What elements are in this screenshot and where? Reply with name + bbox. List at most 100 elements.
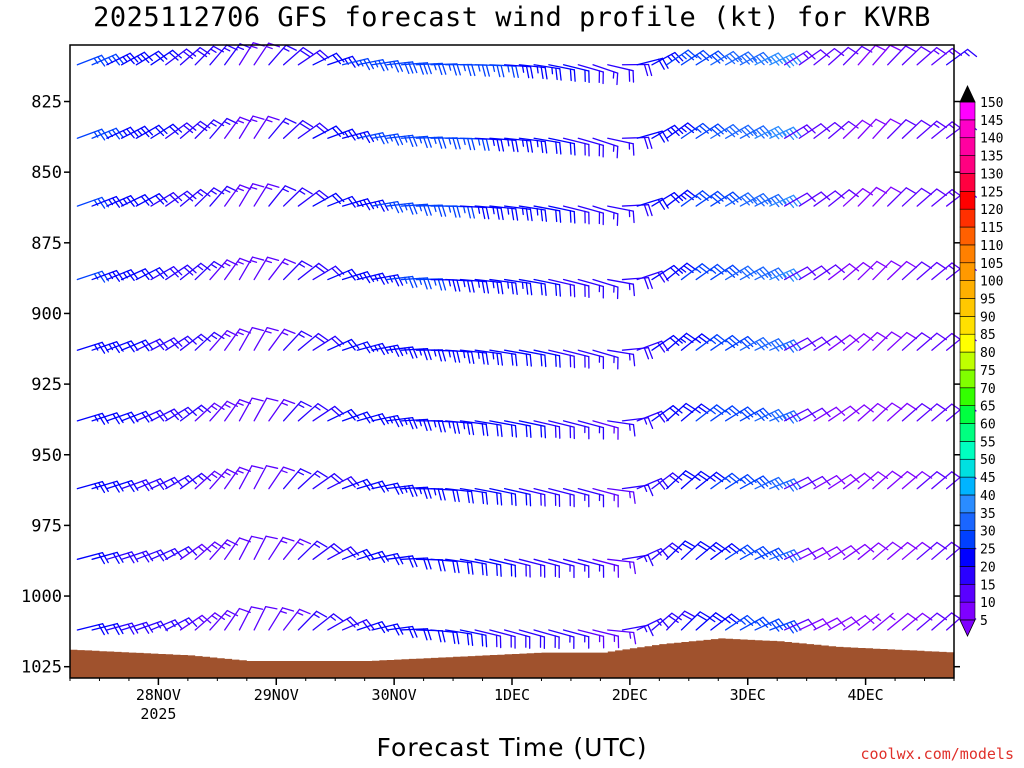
barb-feather — [806, 337, 816, 348]
barb-feather — [657, 271, 666, 283]
wind-barb — [474, 488, 503, 506]
barb-feather — [283, 328, 296, 335]
barb-feather — [500, 492, 503, 506]
barb-feather — [864, 615, 875, 624]
barb-half-feather — [122, 130, 128, 137]
barb-feather — [770, 270, 780, 281]
barb-feather — [154, 126, 165, 137]
wind-barb — [179, 333, 211, 351]
wind-barb — [209, 259, 238, 281]
barb-staff — [887, 402, 908, 422]
barb-staff — [798, 336, 823, 351]
wind-barb — [282, 538, 312, 560]
barb-feather — [511, 207, 515, 221]
barb-feather — [187, 335, 197, 345]
barb-staff — [887, 612, 909, 631]
barb-half-feather — [223, 120, 231, 125]
barb-feather — [685, 402, 697, 411]
barb-feather — [774, 195, 784, 206]
wind-barb — [430, 278, 461, 292]
wind-barb — [813, 546, 846, 560]
barb-feather — [834, 122, 845, 131]
barb-staff — [916, 403, 938, 422]
barb-half-feather — [329, 615, 336, 621]
wind-barb — [312, 405, 344, 422]
barb-feather — [920, 187, 932, 196]
wind-barb — [282, 46, 314, 66]
wind-barb — [724, 192, 757, 207]
barb-half-feather — [643, 484, 648, 493]
wind-barb — [739, 193, 772, 207]
barb-feather — [668, 615, 679, 623]
barb-feather — [266, 327, 279, 332]
credit-link[interactable]: coolwx.com/models — [860, 745, 1014, 763]
barb-feather — [792, 268, 802, 279]
barb-feather — [643, 136, 649, 150]
barb-staff — [798, 618, 824, 631]
wind-barb — [828, 473, 860, 490]
barb-feather — [849, 334, 860, 343]
barb-feather — [936, 261, 947, 270]
barb-staff — [857, 331, 878, 351]
barb-feather — [169, 268, 179, 278]
barb-feather — [381, 272, 389, 284]
barb-feather — [411, 625, 418, 638]
barb-staff — [224, 607, 241, 631]
wind-barb — [238, 42, 265, 66]
barb-feather — [777, 476, 787, 487]
barb-half-feather — [183, 408, 190, 415]
barb-feather — [905, 119, 917, 127]
barb-feather — [762, 266, 772, 276]
barb-feather — [671, 612, 682, 621]
barb-half-feather — [628, 561, 632, 569]
barb-staff — [916, 471, 938, 490]
barb-feather — [848, 120, 859, 129]
barb-half-feather — [492, 138, 495, 147]
barb-feather — [481, 280, 486, 294]
barb-feather — [777, 408, 787, 419]
barb-feather — [407, 555, 414, 568]
barb-feather — [283, 398, 296, 405]
barb-feather — [874, 44, 887, 52]
wind-barb — [636, 130, 669, 143]
barb-half-feather — [210, 334, 218, 340]
wind-barb — [872, 44, 902, 66]
wind-barb — [489, 137, 519, 153]
colorbar-swatch — [959, 566, 976, 585]
barb-staff — [783, 547, 809, 560]
wind-barb — [238, 256, 265, 281]
wind-barb — [474, 420, 503, 438]
barb-feather — [762, 475, 772, 485]
wind-barb — [695, 612, 726, 631]
barb-feather — [525, 208, 529, 221]
barb-feather — [182, 124, 194, 134]
barb-half-feather — [250, 45, 258, 49]
colorbar-label: 5 — [980, 614, 988, 629]
barb-staff — [872, 118, 892, 139]
barb-staff — [887, 45, 907, 66]
barb-feather — [569, 68, 572, 82]
wind-barb — [356, 59, 389, 72]
barb-feather — [496, 138, 501, 152]
barb-feather — [747, 335, 757, 346]
barb-feather — [301, 260, 313, 268]
wind-barb — [518, 278, 547, 296]
barb-feather — [252, 183, 265, 188]
wind-barb — [828, 616, 861, 631]
barb-feather — [126, 412, 135, 424]
barb-half-feather — [694, 408, 701, 414]
wind-barb — [592, 349, 619, 370]
barb-feather — [471, 206, 475, 219]
barb-staff — [253, 397, 268, 422]
barb-feather — [316, 540, 328, 548]
barb-feather — [529, 140, 534, 153]
barb-feather — [759, 338, 769, 349]
barb-feather — [347, 270, 356, 281]
barb-feather — [185, 48, 197, 57]
barb-feather — [712, 474, 724, 483]
barb-half-feather — [463, 350, 466, 359]
barb-half-feather — [313, 473, 321, 478]
barb-half-feather — [709, 617, 716, 623]
wind-barb — [268, 466, 295, 490]
terrain-fill — [70, 638, 954, 678]
